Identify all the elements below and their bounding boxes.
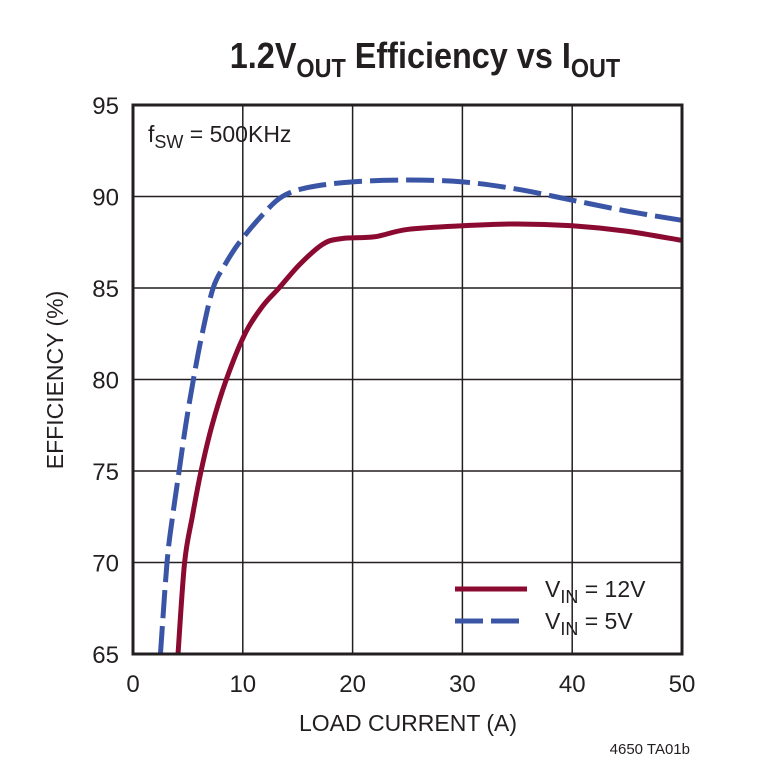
- x-tick-labels: 0 10 20 30 40 50: [126, 671, 695, 698]
- x-tick-label: 40: [559, 671, 586, 698]
- x-tick-label: 30: [449, 671, 476, 698]
- legend: VIN = 12V VIN = 5V: [455, 576, 646, 639]
- chart-title: 1.2VOUT Efficiency vs IOUT: [230, 36, 620, 83]
- annotation-fsw: fSW = 500KHz: [148, 121, 291, 152]
- y-tick-label: 95: [92, 93, 119, 120]
- series-line-vin-12v: [175, 221, 683, 655]
- footnote: 4650 TA01b: [610, 741, 690, 758]
- y-tick-label: 70: [92, 551, 119, 578]
- y-axis-label: EFFICIENCY (%): [42, 291, 68, 469]
- y-tick-labels: 65 70 75 80 85 90 95: [92, 93, 119, 669]
- curves: [157, 177, 683, 655]
- y-tick-label: 65: [92, 642, 119, 669]
- x-tick-label: 10: [229, 671, 256, 698]
- x-tick-label: 50: [669, 671, 696, 698]
- legend-label-5v: VIN = 5V: [545, 608, 633, 639]
- y-tick-label: 85: [92, 276, 119, 303]
- plot-frame: [131, 103, 684, 656]
- y-tick-label: 80: [92, 368, 119, 395]
- legend-label-12v: VIN = 12V: [545, 576, 646, 607]
- x-tick-label: 20: [339, 671, 366, 698]
- y-tick-label: 75: [92, 459, 119, 486]
- series-line-vin-5v: [157, 177, 683, 655]
- grid: [132, 104, 683, 655]
- y-tick-label: 90: [92, 185, 119, 212]
- x-axis-label: LOAD CURRENT (A): [299, 710, 517, 736]
- x-tick-label: 0: [126, 671, 139, 698]
